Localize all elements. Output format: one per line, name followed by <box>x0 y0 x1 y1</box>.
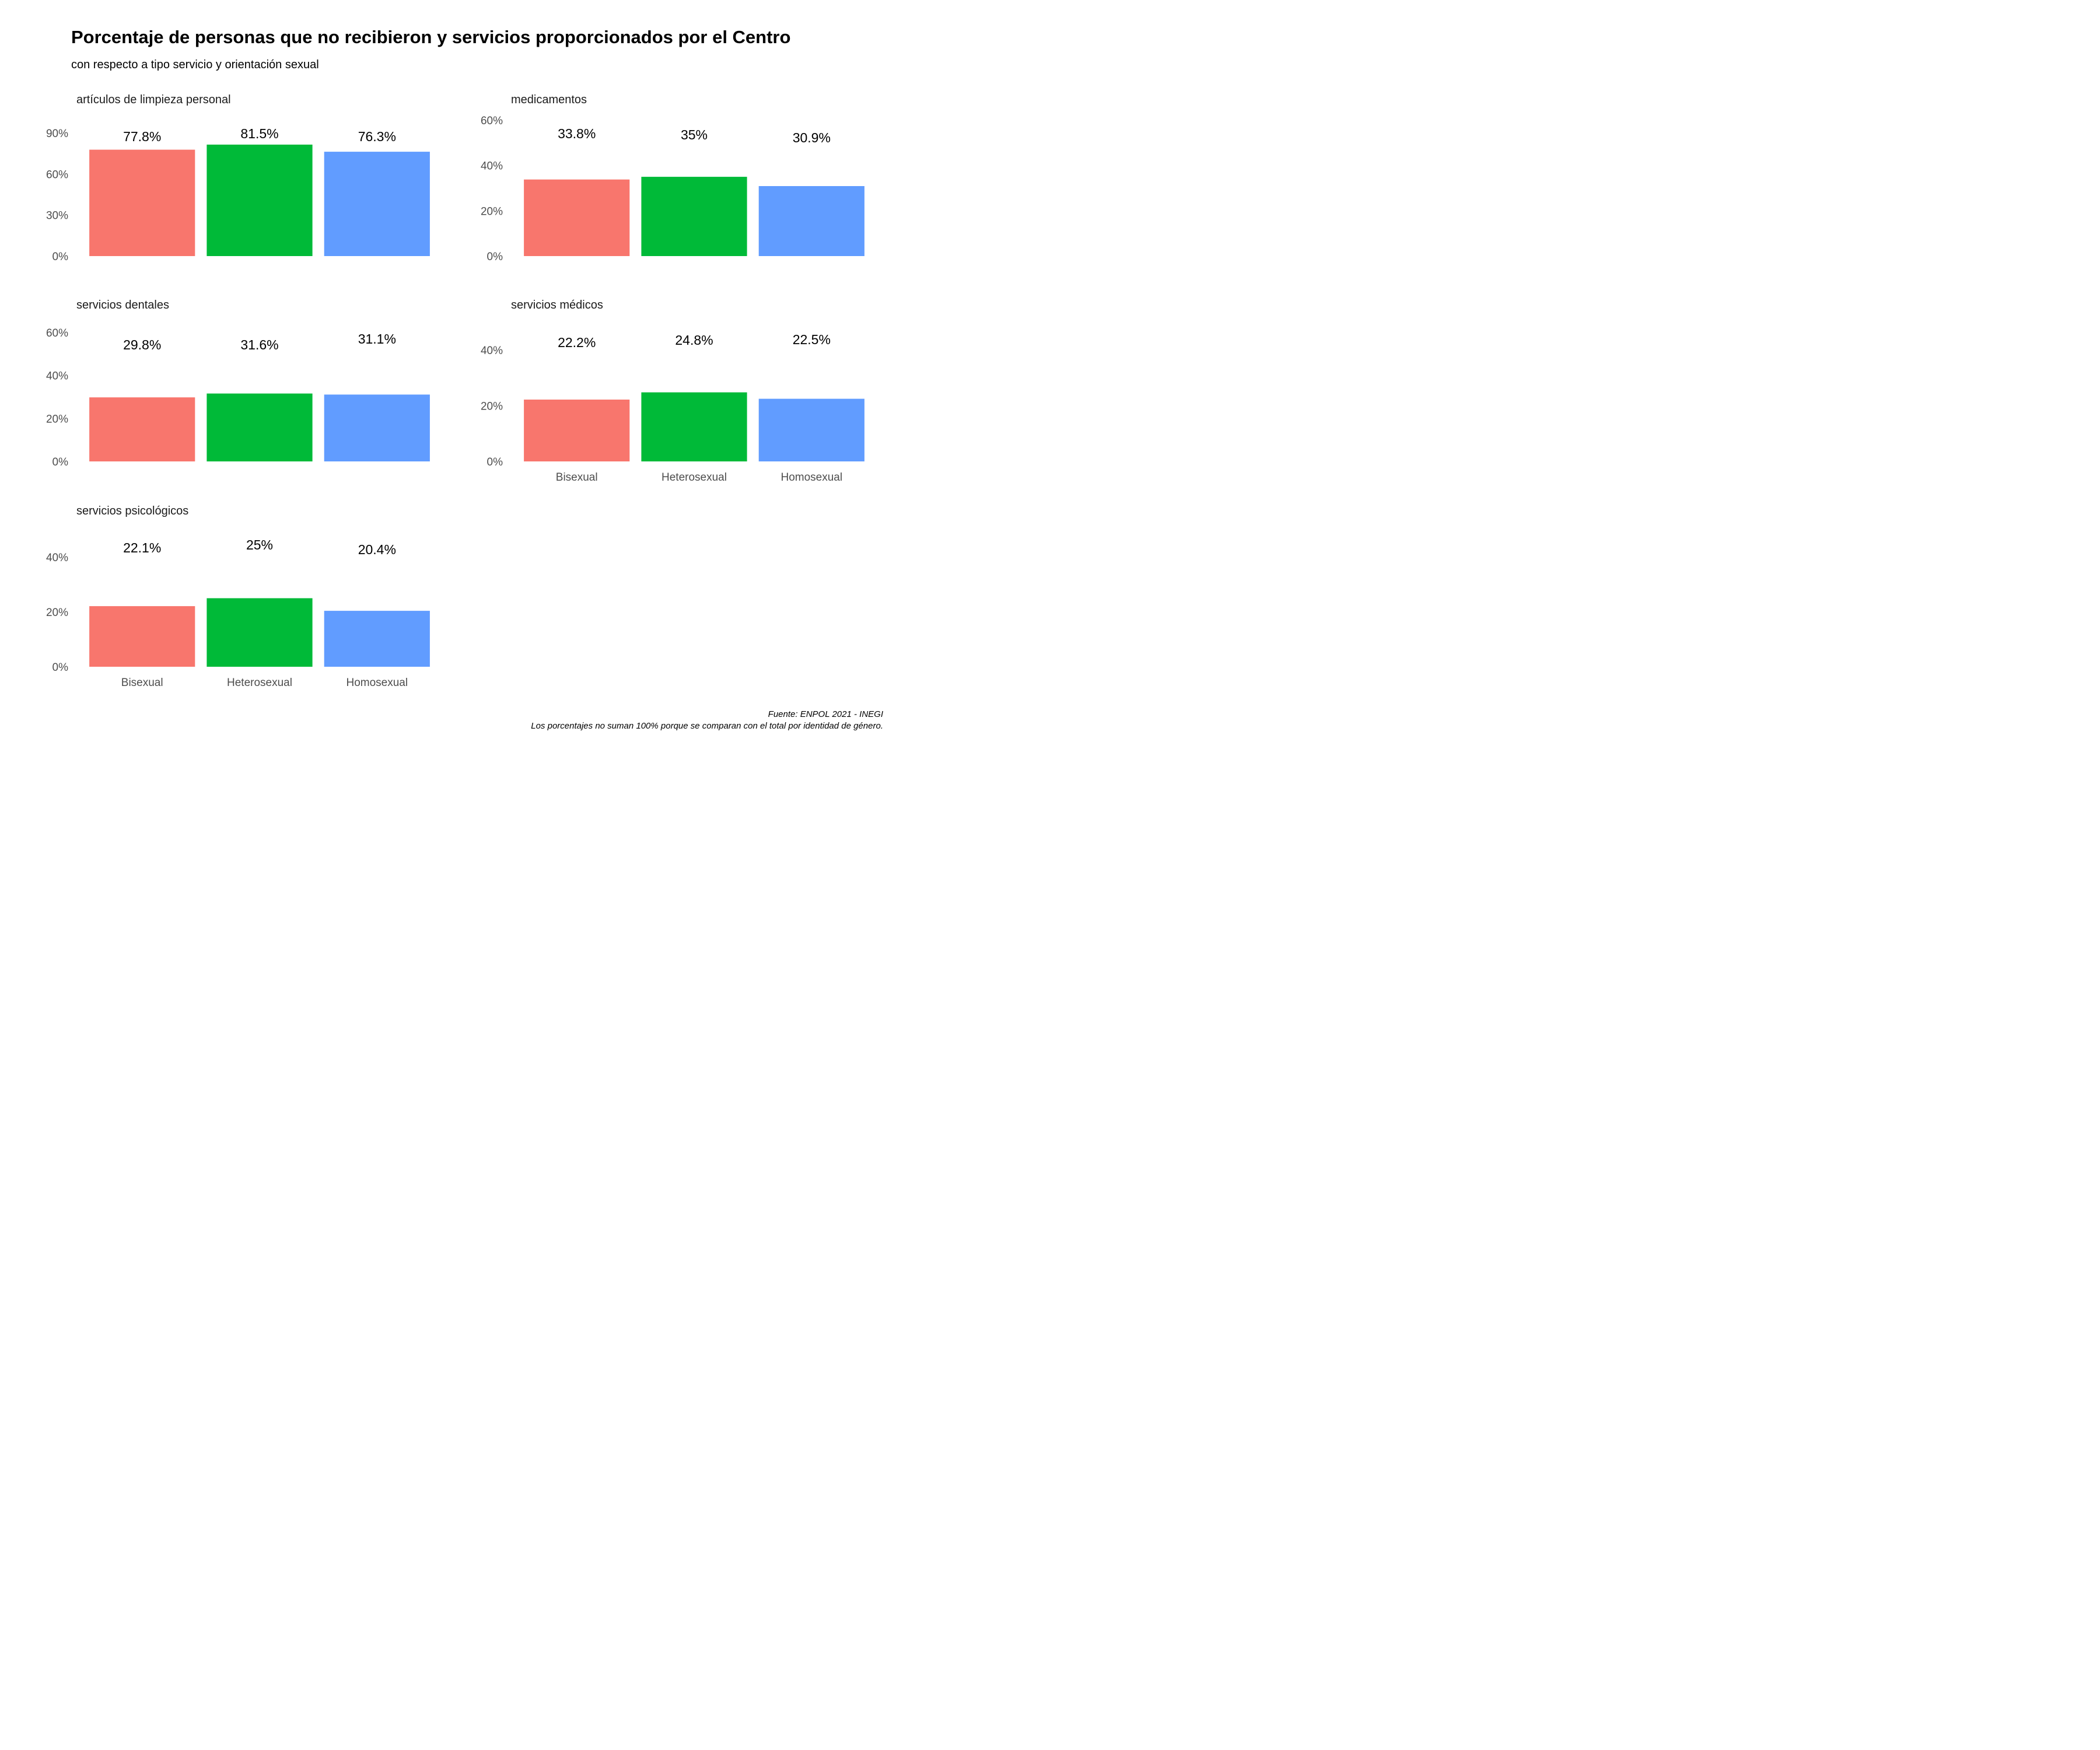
panel-title: servicios dentales <box>76 299 169 312</box>
value-label: 29.8% <box>123 337 161 352</box>
bar-bisexual <box>524 400 630 461</box>
y-tick-label: 40% <box>481 345 503 357</box>
y-tick-label: 90% <box>46 128 68 140</box>
bar-heterosexual <box>206 144 313 256</box>
faceted-bar-chart: artículos de limpieza personal 0% 30% 60% 90… <box>46 93 864 689</box>
bar-homosexual <box>324 394 430 461</box>
bar-homosexual <box>758 186 864 256</box>
bar-bisexual <box>89 149 195 256</box>
value-label: 22.5% <box>793 332 831 347</box>
x-category-label: Homosexual <box>780 471 842 484</box>
bar-bisexual <box>89 606 195 667</box>
bar-heterosexual <box>641 177 747 256</box>
y-tick-label: 20% <box>46 413 68 425</box>
y-tick-label: 40% <box>46 370 68 383</box>
panel-title: servicios psicológicos <box>76 505 188 517</box>
value-label: 20.4% <box>358 542 396 557</box>
value-label: 81.5% <box>240 126 278 141</box>
value-label: 76.3% <box>358 129 396 144</box>
y-tick-label: 40% <box>481 160 503 173</box>
x-category-label: Bisexual <box>121 677 163 689</box>
value-label: 22.1% <box>123 540 161 555</box>
y-tick-label: 20% <box>481 205 503 218</box>
y-tick-label: 40% <box>46 552 68 564</box>
bar-bisexual <box>524 179 630 256</box>
y-tick-label: 60% <box>46 169 68 181</box>
panel-title: artículos de limpieza personal <box>76 93 231 106</box>
chart-subtitle: con respecto a tipo servicio y orientaci… <box>71 58 319 71</box>
y-tick-label: 0% <box>52 456 69 468</box>
x-category-label: Heterosexual <box>662 471 727 484</box>
y-tick-label: 20% <box>481 401 503 413</box>
value-label: 31.6% <box>240 337 278 352</box>
y-tick-label: 60% <box>481 115 503 127</box>
x-category-label: Bisexual <box>556 471 598 484</box>
y-tick-label: 0% <box>52 251 69 263</box>
bar-homosexual <box>324 611 430 667</box>
y-tick-label: 60% <box>46 327 68 340</box>
footnote: Los porcentajes no suman 100% porque se … <box>531 721 883 731</box>
source-note: Fuente: ENPOL 2021 - INEGI <box>768 709 883 719</box>
y-tick-label: 0% <box>52 662 69 674</box>
bar-heterosexual <box>206 598 313 667</box>
value-label: 30.9% <box>793 130 831 145</box>
value-label: 24.8% <box>675 332 713 348</box>
value-label: 31.1% <box>358 331 396 346</box>
bar-bisexual <box>89 397 195 461</box>
bar-homosexual <box>758 398 864 461</box>
bar-heterosexual <box>206 393 313 461</box>
value-label: 77.8% <box>123 129 161 144</box>
bar-homosexual <box>324 152 430 256</box>
y-tick-label: 20% <box>46 607 68 619</box>
x-category-label: Heterosexual <box>227 677 292 689</box>
y-tick-label: 30% <box>46 210 68 222</box>
value-label: 35% <box>681 127 708 142</box>
y-tick-label: 0% <box>487 251 503 263</box>
panel-title: medicamentos <box>511 93 587 106</box>
bar-heterosexual <box>641 392 747 461</box>
value-label: 25% <box>246 537 273 552</box>
panel-title: servicios médicos <box>511 299 603 312</box>
chart-title: Porcentaje de personas que no recibieron… <box>71 27 791 47</box>
value-label: 22.2% <box>558 335 596 350</box>
x-category-label: Homosexual <box>346 677 408 689</box>
y-tick-label: 0% <box>487 456 503 468</box>
value-label: 33.8% <box>558 126 596 141</box>
